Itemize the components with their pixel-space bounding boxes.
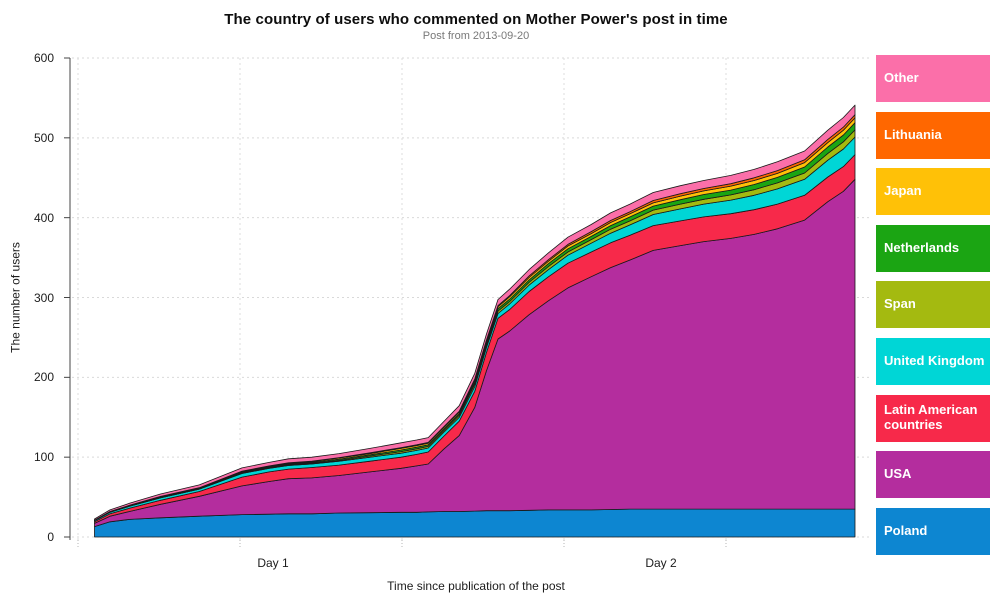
chart-title: The country of users who commented on Mo… <box>224 11 728 28</box>
legend-item-latin-american-countries[interactable]: Latin American countries <box>876 394 990 442</box>
legend-item-poland[interactable]: Poland <box>876 507 990 555</box>
y-tick-label: 300 <box>33 290 54 305</box>
legend-item-usa[interactable]: USA <box>876 451 990 499</box>
legend-item-label: Netherlands <box>884 239 960 255</box>
legend-item-label: Span <box>884 296 916 312</box>
legend-item-netherlands[interactable]: Netherlands <box>876 224 990 272</box>
legend-item-label: Latin American countries <box>884 402 978 433</box>
legend-item-united-kingdom[interactable]: United Kingdom <box>876 337 990 385</box>
legend-item-label: USA <box>884 466 912 482</box>
x-tick-label: Day 2 <box>645 556 677 570</box>
y-tick-label: 200 <box>33 370 54 385</box>
legend-item-japan[interactable]: Japan <box>876 168 990 216</box>
chart-subtitle: Post from 2013-09-20 <box>422 30 530 42</box>
x-axis-title: Time since publication of the post <box>387 579 565 593</box>
y-tick-label: 400 <box>33 210 54 225</box>
y-tick-label: 500 <box>33 130 54 145</box>
y-tick-label: 0 <box>47 530 54 544</box>
legend-item-label: Poland <box>884 522 928 538</box>
legend-item-label: United Kingdom <box>884 353 985 368</box>
legend-item-label: Japan <box>884 183 922 199</box>
legend-item-lithuania[interactable]: Lithuania <box>876 111 990 159</box>
area-other <box>94 104 856 521</box>
legend-item-other[interactable]: Other <box>876 55 990 102</box>
x-tick-label: Day 1 <box>257 556 289 570</box>
y-tick-label: 100 <box>33 450 54 465</box>
legend-item-span[interactable]: Span <box>876 281 990 329</box>
y-tick-label: 600 <box>33 51 54 65</box>
legend: Other Lithuania Japan Netherlands Span United… <box>876 55 990 555</box>
legend-item-label: Other <box>884 70 919 86</box>
legend-item-label: Lithuania <box>884 126 942 142</box>
